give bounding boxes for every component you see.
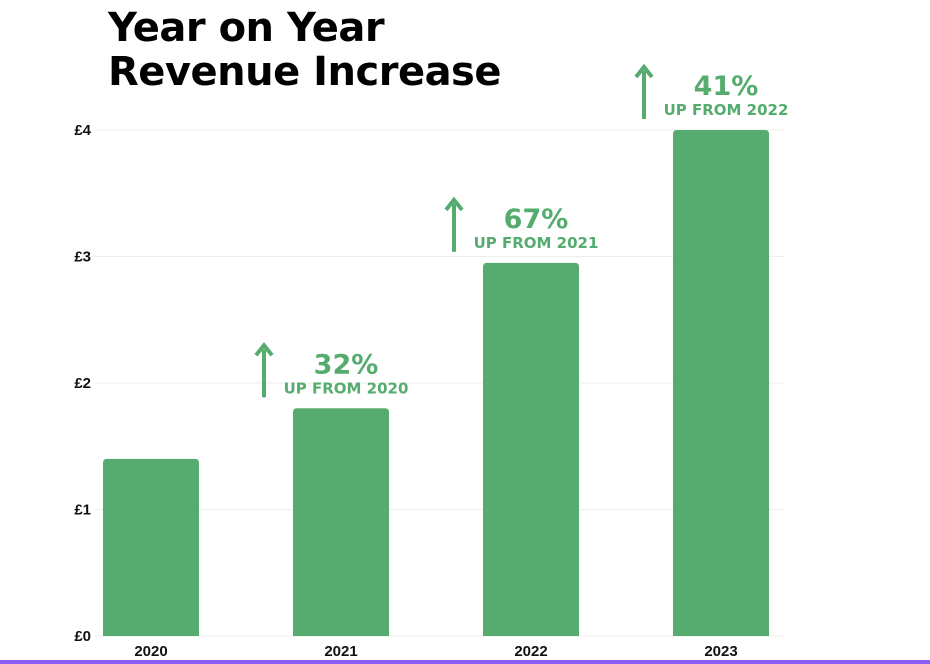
bar-2021 [293,408,389,636]
chart-title: Year on Year Revenue Increase [108,5,502,95]
annotation-2022: 67%UP FROM 2021 [444,196,599,252]
up-arrow-icon [444,196,464,252]
x-axis-ticks: 2020 2021 2022 2023 [134,643,737,660]
x-tick-label: 2020 [134,643,167,660]
y-tick-label: £3 [74,249,91,266]
x-tick-label: 2021 [324,643,357,660]
up-arrow-icon [634,63,654,119]
x-tick-label: 2023 [704,643,737,660]
bar-2022 [483,262,579,636]
annotation-percent: 41% [694,71,759,102]
chart-title-line-1: Year on Year [108,5,385,51]
y-tick-label: £2 [74,375,91,392]
bar-2023 [673,130,769,636]
y-axis-ticks: £0 £1 £2 £3 £4 [74,122,91,645]
annotation-2023: 41%UP FROM 2022 [634,63,789,119]
bottom-divider [0,660,930,664]
gridlines [95,129,785,637]
x-tick-label: 2022 [514,643,547,660]
chart-title-line-2: Revenue Increase [108,49,502,95]
bar-2020 [103,458,199,636]
annotation-percent: 32% [314,349,379,380]
annotation-2021: 32%UP FROM 2020 [254,342,409,398]
bars [103,130,769,636]
y-tick-label: £4 [74,122,91,139]
annotation-text: UP FROM 2021 [474,234,599,252]
up-arrow-icon [254,342,274,398]
annotation-percent: 67% [504,204,569,235]
y-tick-label: £0 [74,628,91,645]
y-tick-label: £1 [74,502,91,519]
annotation-text: UP FROM 2022 [664,101,789,119]
annotation-text: UP FROM 2020 [284,379,409,397]
